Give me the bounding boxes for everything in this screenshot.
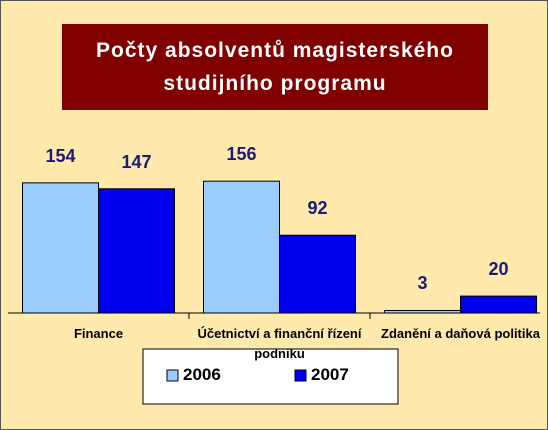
bar [279,234,356,314]
data-label: 20 [488,259,509,280]
data-label: 3 [417,273,428,294]
bar [98,188,175,314]
data-label: 154 [45,145,76,166]
legend-swatch [166,369,179,382]
legend-label: 2007 [311,365,349,384]
data-label: 156 [226,144,257,165]
bar [460,295,537,314]
legend-box [142,348,399,405]
bar [22,182,99,314]
bar [203,180,280,314]
title-box [62,24,488,110]
data-label: 92 [307,198,328,219]
legend-label: 2006 [183,365,221,384]
legend-swatch [294,369,307,382]
x-tick-label: Účetnictví a finanční řízení podniku [197,326,362,361]
x-tick-label: Finance [73,326,124,341]
x-tick-label: Zdanění a daňová politika [381,326,540,341]
data-label: 147 [121,151,152,172]
chart-title: Počty absolventů magisterského studijníh… [96,39,454,95]
